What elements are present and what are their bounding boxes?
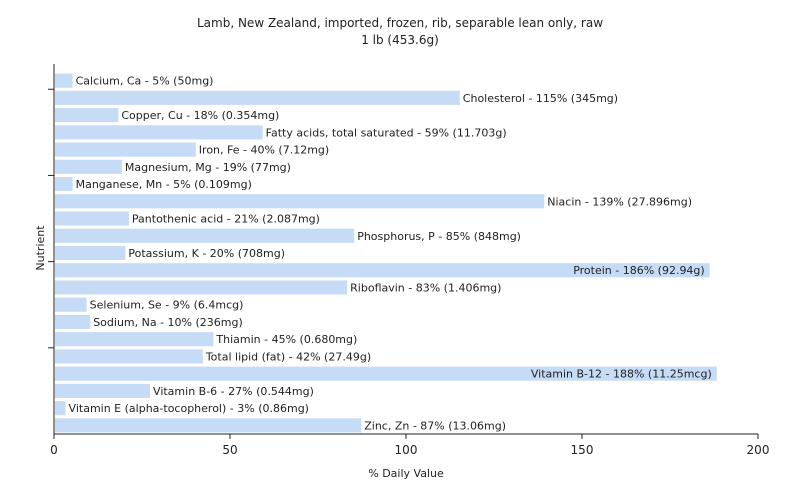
x-axis-label: % Daily Value	[368, 467, 444, 480]
chart-title: Lamb, New Zealand, imported, frozen, rib…	[197, 16, 603, 30]
bar-label-sodium-na: Sodium, Na - 10% (236mg)	[93, 316, 243, 329]
bar-label-fatty-acids-total-saturated: Fatty acids, total saturated - 59% (11.7…	[266, 126, 507, 139]
bar-label-selenium-se: Selenium, Se - 9% (6.4mcg)	[90, 299, 244, 312]
bar-calcium-ca	[55, 73, 73, 88]
bar-potassium-k	[55, 245, 126, 261]
bar-manganese-mn	[55, 176, 73, 192]
bar-pantothenic-acid	[55, 211, 129, 226]
bar-label-thiamin: Thiamin - 45% (0.680mg)	[215, 333, 357, 346]
bar-iron-fe	[55, 142, 196, 157]
y-ticks-layer	[48, 88, 54, 349]
bar-label-protein: Protein - 186% (92.94g)	[573, 264, 705, 277]
bar-vitamin-b-6	[55, 383, 151, 398]
bar-niacin	[55, 194, 545, 209]
bar-vitamin-b-12	[55, 366, 717, 381]
bar-label-magnesium-mg: Magnesium, Mg - 19% (77mg)	[125, 161, 291, 174]
bar-protein	[55, 263, 710, 278]
x-tick-label: 200	[747, 443, 770, 457]
bar-labels-layer: Calcium, Ca - 5% (50mg) Cholesterol - 115…	[69, 75, 712, 433]
x-tick-label: 100	[395, 443, 418, 457]
bar-riboflavin	[55, 280, 348, 295]
bar-fatty-acids-total-saturated	[55, 125, 263, 140]
chart-subtitle: 1 lb (453.6g)	[361, 33, 439, 47]
bar-thiamin	[55, 332, 214, 347]
bar-label-vitamin-b-6: Vitamin B-6 - 27% (0.544mg)	[153, 385, 314, 398]
bar-label-zinc-zn: Zinc, Zn - 87% (13.06mg)	[364, 419, 506, 432]
bar-total-lipid-fat	[55, 349, 203, 364]
bar-magnesium-mg	[55, 159, 122, 174]
bar-label-riboflavin: Riboflavin - 83% (1.406mg)	[350, 281, 501, 294]
y-axis-label: Nutrient	[34, 225, 47, 271]
bar-label-niacin: Niacin - 139% (27.896mg)	[547, 195, 692, 208]
bar-label-calcium-ca: Calcium, Ca - 5% (50mg)	[76, 75, 214, 88]
bar-label-iron-fe: Iron, Fe - 40% (7.12mg)	[199, 144, 329, 157]
bar-copper-cu	[55, 108, 119, 123]
bar-label-pantothenic-acid: Pantothenic acid - 21% (2.087mg)	[132, 213, 320, 226]
x-tick-label: 150	[571, 443, 594, 457]
bar-label-vitamin-e-alpha-tocopherol: Vitamin E (alpha-tocopherol) - 3% (0.86m…	[69, 402, 309, 415]
bar-label-phosphorus-p: Phosphorus, P - 85% (848mg)	[357, 230, 521, 243]
bar-label-copper-cu: Copper, Cu - 18% (0.354mg)	[121, 109, 279, 122]
x-ticks-layer: 0 50 100 150 200	[50, 434, 769, 457]
x-tick-label: 0	[50, 443, 58, 457]
bars-layer	[55, 73, 717, 433]
bar-label-vitamin-b-12: Vitamin B-12 - 188% (11.25mcg)	[531, 368, 712, 381]
bar-vitamin-e-alpha-tocopherol	[55, 401, 66, 416]
x-tick-label: 50	[222, 443, 237, 457]
bar-label-cholesterol: Cholesterol - 115% (345mg)	[463, 92, 618, 105]
bar-label-total-lipid-fat: Total lipid (fat) - 42% (27.49g)	[205, 350, 371, 363]
bar-zinc-zn	[55, 418, 362, 433]
bar-sodium-na	[55, 314, 91, 330]
bar-phosphorus-p	[55, 228, 355, 243]
bar-cholesterol	[55, 90, 460, 105]
bar-label-potassium-k: Potassium, K - 20% (708mg)	[128, 247, 285, 260]
bar-selenium-se	[55, 297, 87, 312]
bar-label-manganese-mn: Manganese, Mn - 5% (0.109mg)	[76, 178, 252, 191]
